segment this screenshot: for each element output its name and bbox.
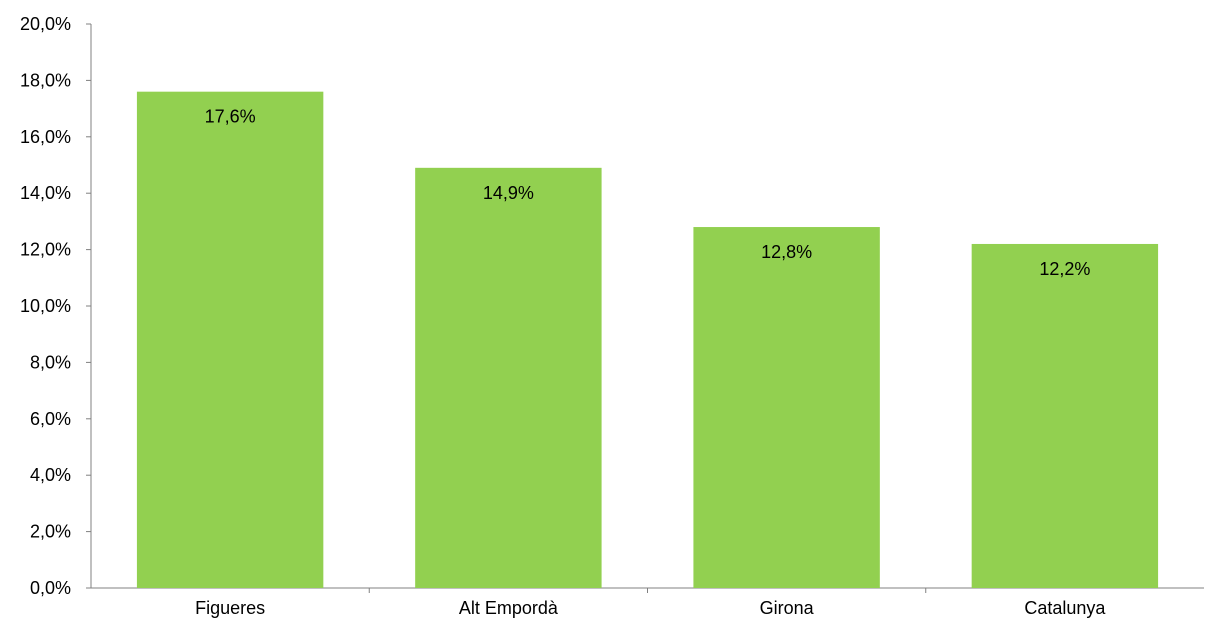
y-tick-label: 0,0%	[30, 578, 71, 598]
x-category-label: Catalunya	[1024, 598, 1106, 618]
y-tick-label: 10,0%	[20, 296, 71, 316]
bar	[415, 167, 602, 588]
x-category-label: Figueres	[195, 598, 265, 618]
bar	[136, 91, 324, 589]
x-category-label: Alt Empordà	[459, 598, 559, 618]
bar-data-label: 12,8%	[761, 242, 812, 262]
x-axis: Figueres Alt Empordà Girona Catalunya	[91, 587, 1204, 618]
bar	[971, 243, 1159, 588]
y-tick-label: 2,0%	[30, 522, 71, 542]
y-tick-label: 8,0%	[30, 352, 71, 372]
y-tick-label: 12,0%	[20, 240, 71, 260]
bar	[693, 227, 880, 589]
y-tick-label: 4,0%	[30, 465, 71, 485]
bars: 17,6% 14,9% 12,8% 12,2%	[136, 91, 1159, 589]
y-tick-label: 16,0%	[20, 127, 71, 147]
bar-data-label: 17,6%	[205, 107, 256, 127]
y-tick-label: 14,0%	[20, 183, 71, 203]
bar-data-label: 14,9%	[483, 183, 534, 203]
x-category-label: Girona	[760, 598, 815, 618]
y-tick-label: 6,0%	[30, 409, 71, 429]
y-tick-label: 18,0%	[20, 70, 71, 90]
bar-data-label: 12,2%	[1039, 259, 1090, 279]
y-axis: 0,0% 2,0% 4,0% 6,0% 8,0% 10,0% 12,0% 14,0% 16,0%…	[20, 14, 92, 598]
y-tick-label: 20,0%	[20, 14, 71, 34]
